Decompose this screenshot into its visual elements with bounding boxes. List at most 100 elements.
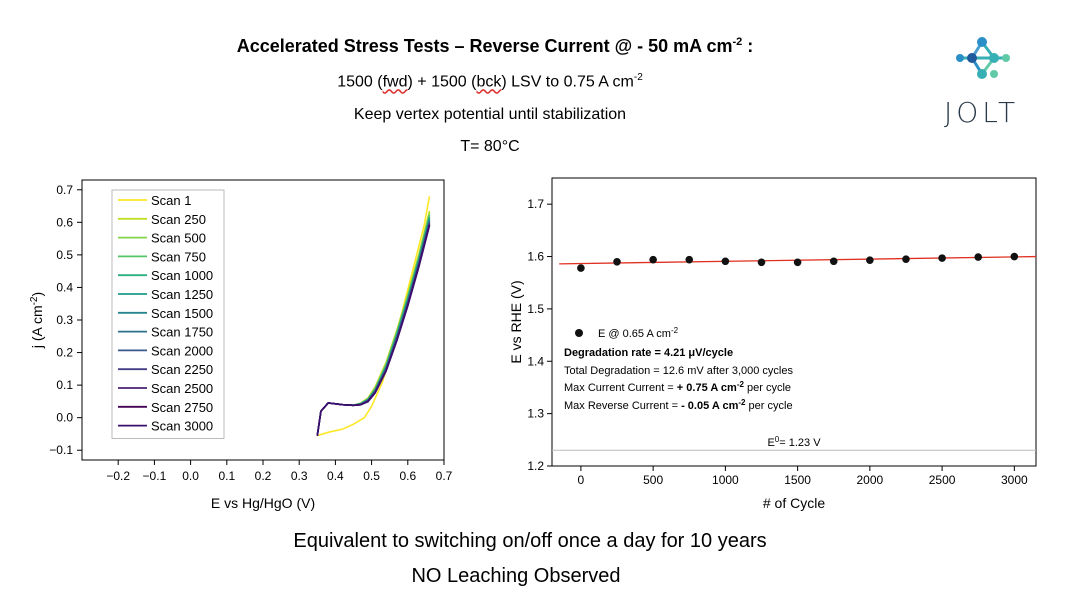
total-degradation-annotation: Total Degradation = 12.6 mV after 3,000 … (564, 365, 793, 377)
degradation-xtick-label: 1000 (712, 473, 739, 487)
subtitle-lsv: 1500 (fwd) + 1500 (bck) LSV to 0.75 A cm… (0, 72, 980, 91)
lsv-legend-label: Scan 1000 (151, 268, 213, 283)
potential-data-point (577, 264, 585, 272)
lsv-series-line (316, 225, 431, 436)
ref-label-main: E (767, 437, 774, 449)
degradation-xtick-label: 0 (578, 473, 585, 487)
degradation-legend-label: E @ 0.65 A cm-2 (598, 326, 679, 340)
lsv-legend-label: Scan 1 (151, 193, 191, 208)
lsv-text-b: ) + 1500 ( (407, 73, 477, 91)
lsv-axis-ticks: −0.2 −0.1 0.0 0.1 0.2 0.3 0.4 0.5 0.6 0.7 −0.1 0.0 0… (49, 183, 452, 483)
potential-data-point (685, 255, 694, 264)
lsv-legend-label: Scan 2000 (151, 343, 213, 358)
lsv-chart: −0.2 −0.1 0.0 0.1 0.2 0.3 0.4 0.5 0.6 0.7 −0.1 0.0 0… (29, 179, 453, 511)
degradation-xtick-label: 500 (643, 473, 663, 487)
lsv-bck: bck (476, 73, 502, 91)
potential-data-point (902, 255, 910, 263)
lsv-legend-label: Scan 3000 (151, 419, 213, 434)
potential-data-point (793, 258, 802, 267)
max-current-c: per cycle (744, 382, 791, 394)
degradation-xtick-label: 1500 (784, 473, 811, 487)
degradation-ytick-label: 1.2 (527, 459, 544, 473)
degradation-axis-ticks: 0 500 1000 1500 2000 2500 3000 1.2 1.3 1.4 1.5 1.6 1… (527, 197, 1028, 487)
lsv-ylabel-sup: -2 (29, 296, 40, 305)
footer-no-leaching: NO Leaching Observed (411, 565, 621, 587)
degradation-xtick-label: 2500 (929, 473, 956, 487)
lsv-legend-label: Scan 2250 (151, 362, 213, 377)
lsv-series-line (317, 196, 431, 437)
potential-data-point (974, 253, 983, 261)
subtitle-vertex: Keep vertex potential until stabilizatio… (353, 106, 627, 123)
lsv-legend-label: Scan 1250 (151, 287, 213, 302)
lsv-xtick-label: 0.1 (218, 469, 235, 483)
lsv-sup: -2 (633, 72, 643, 83)
lsv-legend-label: Scan 1500 (151, 306, 213, 321)
degradation-ytick-label: 1.3 (527, 407, 544, 421)
lsv-legend-label: Scan 500 (151, 231, 206, 246)
potential-data-point (829, 257, 838, 266)
lsv-xtick-label: 0.3 (291, 469, 308, 483)
lsv-xlabel: E vs Hg/HgO (V) (211, 495, 315, 511)
ref-label-tail: = 1.23 V (779, 437, 821, 449)
lsv-text-c: ) LSV to 0.75 A cm (501, 73, 634, 91)
max-reverse-sup: -2 (738, 398, 746, 407)
lsv-ytick-label: 0.1 (56, 378, 73, 392)
degradation-ytick-label: 1.5 (527, 302, 544, 316)
potential-data-point (938, 254, 946, 262)
max-current-b: + 0.75 A cm (677, 382, 737, 394)
title-tail: : (742, 36, 754, 56)
lsv-xtick-label: 0.0 (182, 469, 199, 483)
legend-label-main: E @ 0.65 A cm (598, 328, 671, 340)
subtitle-temperature: T= 80°C (460, 138, 520, 155)
lsv-xtick-label: −0.2 (106, 469, 130, 483)
max-current-a: Max Current Current = (564, 382, 677, 394)
lsv-xtick-label: −0.1 (143, 469, 167, 483)
lsv-series-lines (316, 196, 431, 437)
ref-label-sup: 0 (775, 435, 780, 444)
lsv-xtick-label: 0.2 (255, 469, 272, 483)
potential-data-point (613, 257, 621, 266)
deg-rate-value: 4.21 μV/cycle (664, 347, 733, 359)
lsv-legend-box (111, 189, 225, 439)
degradation-ytick-label: 1.7 (527, 197, 544, 211)
legend-label-sup: -2 (671, 326, 679, 335)
lsv-ytick-label: 0.6 (56, 215, 73, 229)
degradation-xtick-label: 3000 (1001, 473, 1028, 487)
degradation-marks (552, 252, 1037, 451)
max-reverse-annotation: Max Reverse Current = - 0.05 A cm-2 per … (564, 398, 793, 412)
lsv-ylabel: j (A cm-2) (29, 292, 45, 349)
lsv-xtick-label: 0.7 (436, 469, 453, 483)
degradation-ytick-label: 1.6 (527, 250, 544, 264)
degradation-ylabel: E vs RHE (V) (508, 280, 524, 363)
lsv-xtick-label: 0.4 (327, 469, 344, 483)
degradation-chart: 0 500 1000 1500 2000 2500 3000 1.2 1.3 1.4 1.5 1.6 1… (508, 177, 1037, 511)
potential-data-point (757, 258, 766, 267)
max-current-annotation: Max Current Current = + 0.75 A cm-2 per … (564, 380, 791, 394)
lsv-ytick-label: 0.7 (56, 183, 73, 197)
degradation-legend-marker (575, 329, 583, 337)
max-reverse-c: per cycle (745, 400, 792, 412)
lsv-legend-label: Scan 750 (151, 249, 206, 264)
degradation-ytick-label: 1.4 (527, 354, 544, 368)
lsv-ytick-label: 0.4 (56, 280, 73, 294)
lsv-ytick-label: 0.2 (56, 346, 73, 360)
jolt-logo-icon (956, 37, 1010, 79)
lsv-xtick-label: 0.6 (399, 469, 416, 483)
title-sup: -2 (732, 36, 743, 48)
lsv-fwd: fwd (382, 73, 408, 91)
max-reverse-b: - 0.05 A cm (681, 400, 738, 412)
lsv-legend: Scan 1 Scan 250 Scan 500 Scan 750 Scan 1000 S… (111, 189, 225, 439)
max-reverse-a: Max Reverse Current = (564, 400, 681, 412)
deg-rate-label: Degradation rate = (564, 347, 664, 359)
degradation-xlabel: # of Cycle (763, 495, 825, 511)
lsv-ylabel-main: j (A cm (29, 305, 45, 349)
lsv-legend-label: Scan 2750 (151, 400, 213, 415)
degradation-plot-frame (551, 177, 1037, 467)
lsv-ytick-label: 0.0 (56, 411, 73, 425)
lsv-legend-label: Scan 1750 (151, 325, 213, 340)
footer-equivalent: Equivalent to switching on/off once a da… (293, 530, 767, 552)
title-main: Accelerated Stress Tests – Reverse Curre… (236, 36, 733, 56)
lsv-ylabel-tail: ) (29, 292, 45, 297)
logo-text: JOLT (944, 96, 1020, 129)
lsv-legend-label: Scan 2500 (151, 381, 213, 396)
